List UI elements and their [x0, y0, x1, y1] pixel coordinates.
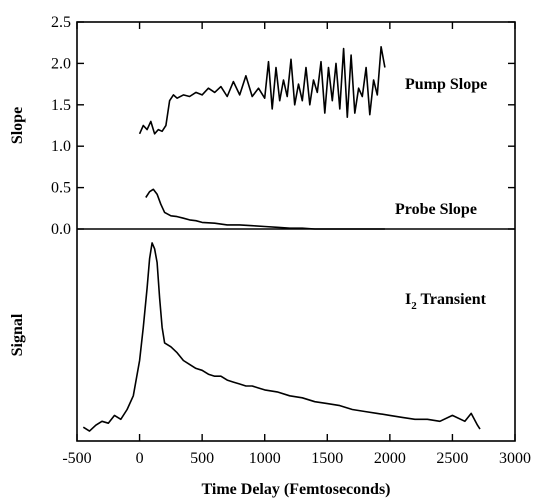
bottom-x-tick-label: 3000 — [499, 450, 531, 467]
i2-label-main: I — [405, 291, 411, 308]
bottom-x-tick-labels: -500 0 500 1000 1500 2000 2500 3000 — [62, 450, 531, 467]
top-y-tick-label: 2.0 — [51, 55, 71, 72]
i2-label-rest: Transient — [417, 291, 487, 308]
probe-slope-line — [145, 188, 385, 230]
pump-slope-label: Pump Slope — [405, 76, 487, 93]
top-y-tick-label: 0.0 — [51, 221, 71, 238]
top-y-tick-label: 1.5 — [51, 97, 71, 114]
i2-label-subscript: 2 — [411, 300, 417, 312]
bottom-x-tick-label: -500 — [62, 450, 91, 467]
bottom-x-tick-label: 0 — [136, 450, 144, 467]
bottom-panel: -500 0 500 1000 1500 2000 2500 3000 — [62, 22, 531, 467]
bottom-y-axis-label: Signal — [9, 313, 26, 356]
top-y-tick-labels: 0.0 0.5 1.0 1.5 2.0 2.5 — [51, 14, 71, 238]
top-y-tick-label: 2.5 — [51, 14, 71, 31]
top-y-tick-label: 1.0 — [51, 138, 71, 155]
top-panel: 0.0 0.5 1.0 1.5 2.0 2.5 — [51, 14, 515, 238]
bottom-x-tick-label: 1500 — [311, 450, 343, 467]
top-y-axis-label: Slope — [9, 107, 26, 144]
pump-slope-line — [138, 45, 386, 135]
bottom-x-tick-label: 2000 — [374, 450, 406, 467]
top-y-tick-label: 0.5 — [51, 180, 71, 197]
probe-slope-label: Probe Slope — [395, 201, 477, 218]
bottom-x-tick-label: 500 — [190, 450, 214, 467]
plot-frame — [76, 21, 516, 442]
bottom-x-tick-label: 1000 — [249, 450, 281, 467]
i2-transient-line — [82, 242, 481, 432]
top-series — [138, 45, 386, 230]
x-axis-label: Time Delay (Femtoseconds) — [202, 481, 391, 498]
i2-transient-label: I2 Transient — [405, 291, 487, 312]
bottom-series — [82, 242, 481, 432]
bottom-x-tick-label: 2500 — [436, 450, 468, 467]
